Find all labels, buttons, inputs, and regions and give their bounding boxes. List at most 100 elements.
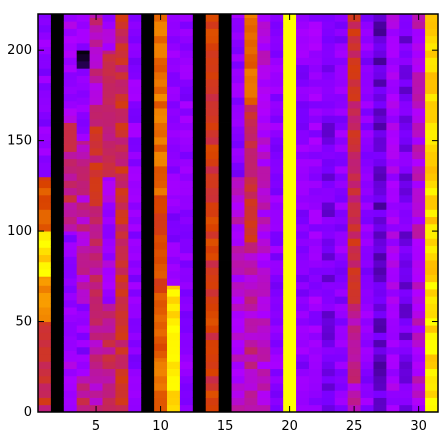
heatmap-cell: [270, 223, 284, 232]
heatmap-cell: [296, 115, 310, 123]
heatmap-cell: [257, 310, 271, 319]
heatmap-cell: [167, 310, 181, 319]
heatmap-cell: [373, 137, 387, 145]
heatmap-cell: [218, 50, 232, 58]
heatmap-cell: [373, 100, 387, 109]
heatmap-cell: [63, 144, 78, 152]
heatmap-cell: [141, 187, 155, 196]
heatmap-cell: [89, 368, 103, 377]
heatmap-cell: [141, 354, 155, 362]
heatmap-cell: [386, 79, 400, 87]
heatmap-cell: [115, 383, 129, 391]
heatmap-cell: [154, 165, 168, 174]
heatmap-cell: [128, 35, 142, 44]
heatmap-cell: [244, 346, 258, 355]
heatmap-cell: [360, 354, 374, 362]
heatmap-cell: [115, 129, 129, 138]
heatmap-cell: [386, 281, 400, 290]
heatmap-cell: [167, 14, 181, 22]
heatmap-cell: [270, 151, 284, 160]
heatmap-cell: [412, 79, 426, 87]
heatmap-cell: [231, 17, 245, 26]
heatmap-cell: [257, 122, 271, 131]
heatmap-cell: [192, 361, 207, 369]
heatmap-cell: [308, 288, 323, 297]
heatmap-cell: [321, 361, 336, 369]
heatmap-cell: [102, 216, 116, 225]
heatmap-cell: [231, 111, 245, 120]
heatmap-cell: [360, 180, 374, 189]
heatmap-cell: [63, 35, 78, 44]
heatmap-cell: [38, 278, 52, 286]
heatmap-cell: [218, 288, 232, 297]
heatmap-cell: [128, 281, 142, 290]
heatmap-cell: [321, 100, 336, 109]
heatmap-cell: [76, 68, 91, 76]
heatmap-cell: [308, 245, 323, 254]
heatmap-cell: [50, 64, 65, 73]
heatmap-cell: [102, 118, 116, 127]
heatmap-cell: [257, 354, 271, 362]
heatmap-cell: [218, 64, 232, 73]
heatmap-cell: [321, 108, 336, 116]
heatmap-cell: [231, 332, 245, 341]
heatmap-cell: [270, 129, 284, 138]
heatmap-cell: [89, 245, 103, 254]
heatmap-cell: [308, 28, 323, 37]
heatmap-cell: [373, 209, 387, 218]
heatmap-cell: [179, 368, 194, 377]
heatmap-cell: [296, 35, 310, 44]
heatmap-cell: [244, 46, 258, 55]
heatmap-cell: [167, 86, 181, 94]
heatmap-cell: [231, 169, 245, 178]
heatmap-cell: [231, 46, 245, 55]
heatmap-cell: [102, 245, 116, 254]
heatmap-cell: [89, 252, 103, 261]
heatmap-cell: [154, 307, 168, 315]
heatmap-cell: [347, 346, 361, 355]
heatmap-cell: [386, 86, 400, 94]
heatmap-cell: [283, 122, 297, 131]
heatmap-cell: [334, 202, 349, 210]
heatmap-cell: [76, 89, 91, 98]
heatmap-cell: [76, 274, 91, 283]
heatmap-cell: [89, 332, 103, 341]
heatmap-cell: [231, 231, 245, 239]
heatmap-cell: [218, 267, 232, 275]
heatmap-cell: [154, 314, 168, 322]
heatmap-cell: [218, 35, 232, 44]
heatmap-cell: [296, 383, 310, 391]
heatmap-cell: [115, 296, 129, 304]
heatmap-cell: [192, 194, 207, 203]
heatmap-cell: [270, 21, 284, 29]
heatmap-cell: [308, 296, 323, 304]
heatmap-cell: [347, 245, 361, 254]
heatmap-cell: [321, 28, 336, 37]
heatmap-cell: [386, 252, 400, 261]
heatmap-cell: [128, 151, 142, 160]
heatmap-cell: [154, 180, 168, 189]
heatmap-cell: [360, 86, 374, 94]
heatmap-cell: [63, 21, 78, 29]
heatmap-cell: [360, 339, 374, 348]
heatmap-cell: [231, 383, 245, 391]
heatmap-cell: [102, 126, 116, 134]
heatmap-cell: [115, 209, 129, 218]
heatmap-cell: [205, 42, 220, 51]
heatmap-cell: [128, 339, 142, 348]
heatmap-cell: [76, 53, 91, 62]
heatmap-cell: [308, 35, 323, 44]
heatmap-cell: [308, 390, 323, 398]
heatmap-cell: [412, 325, 426, 333]
heatmap-cell: [244, 404, 258, 413]
heatmap-cell: [102, 390, 116, 398]
heatmap-cell: [154, 234, 168, 243]
heatmap-cell: [334, 86, 349, 94]
heatmap-cell: [154, 357, 168, 362]
heatmap-cell: [334, 361, 349, 369]
heatmap-cell: [141, 339, 155, 348]
heatmap-cell: [154, 50, 168, 58]
heatmap-cell: [192, 79, 207, 87]
heatmap-cell: [334, 173, 349, 181]
heatmap-cell: [179, 50, 194, 58]
